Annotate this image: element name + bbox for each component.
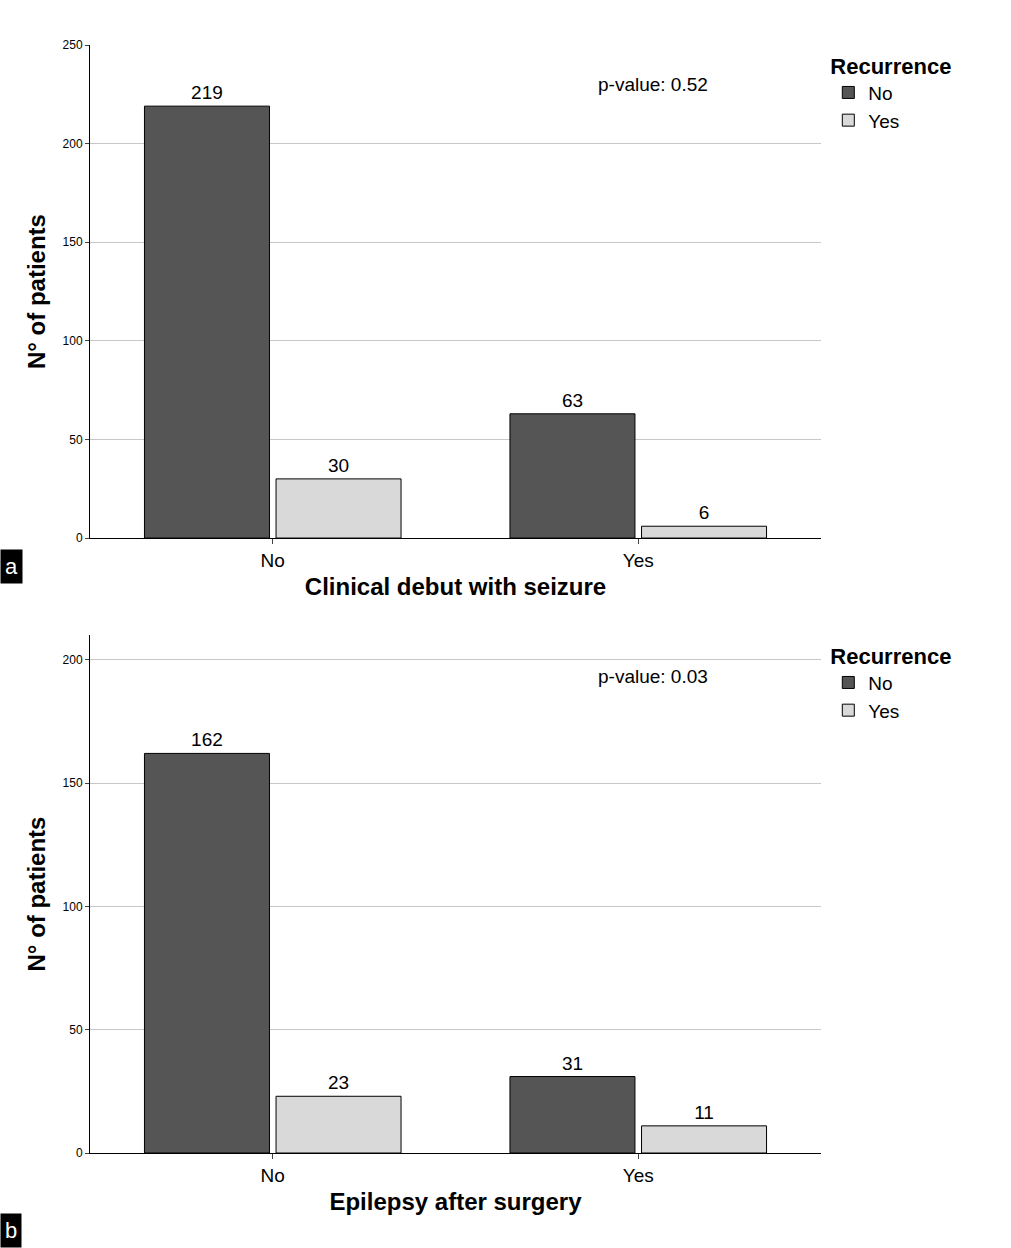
svg-text:Epilepsy after surgery: Epilepsy after surgery bbox=[329, 1188, 582, 1215]
svg-text:p-value: 0.52: p-value: 0.52 bbox=[598, 74, 708, 95]
svg-text:63: 63 bbox=[562, 390, 583, 411]
svg-text:30: 30 bbox=[328, 455, 349, 476]
svg-text:150: 150 bbox=[63, 776, 83, 790]
svg-text:Recurrence: Recurrence bbox=[830, 54, 951, 79]
svg-text:N° of patients: N° of patients bbox=[23, 214, 50, 369]
svg-text:11: 11 bbox=[694, 1102, 714, 1123]
svg-text:N° of patients: N° of patients bbox=[23, 817, 50, 972]
svg-text:b: b bbox=[5, 1218, 17, 1243]
svg-text:No: No bbox=[868, 673, 892, 694]
svg-text:219: 219 bbox=[191, 82, 223, 103]
svg-text:p-value: 0.03: p-value: 0.03 bbox=[598, 666, 708, 687]
svg-text:No: No bbox=[261, 1165, 285, 1186]
svg-text:Yes: Yes bbox=[623, 1165, 654, 1186]
svg-text:162: 162 bbox=[191, 729, 223, 750]
svg-text:Recurrence: Recurrence bbox=[830, 644, 951, 669]
svg-text:100: 100 bbox=[63, 900, 83, 914]
svg-text:50: 50 bbox=[69, 1023, 83, 1037]
svg-text:Clinical debut with seizure: Clinical debut with seizure bbox=[305, 573, 606, 600]
svg-text:0: 0 bbox=[76, 1146, 83, 1160]
svg-text:250: 250 bbox=[63, 38, 83, 52]
svg-text:23: 23 bbox=[328, 1072, 349, 1093]
svg-text:6: 6 bbox=[699, 502, 710, 523]
svg-text:150: 150 bbox=[63, 235, 83, 249]
svg-text:200: 200 bbox=[63, 137, 83, 151]
svg-text:Yes: Yes bbox=[623, 550, 654, 571]
svg-text:200: 200 bbox=[63, 653, 83, 667]
svg-text:100: 100 bbox=[63, 334, 83, 348]
svg-text:a: a bbox=[5, 554, 18, 579]
svg-text:Yes: Yes bbox=[868, 111, 899, 132]
svg-text:50: 50 bbox=[69, 433, 83, 447]
svg-text:No: No bbox=[868, 83, 892, 104]
svg-text:0: 0 bbox=[76, 531, 83, 545]
svg-text:No: No bbox=[261, 550, 285, 571]
svg-text:Yes: Yes bbox=[868, 701, 899, 722]
svg-text:31: 31 bbox=[562, 1053, 583, 1074]
